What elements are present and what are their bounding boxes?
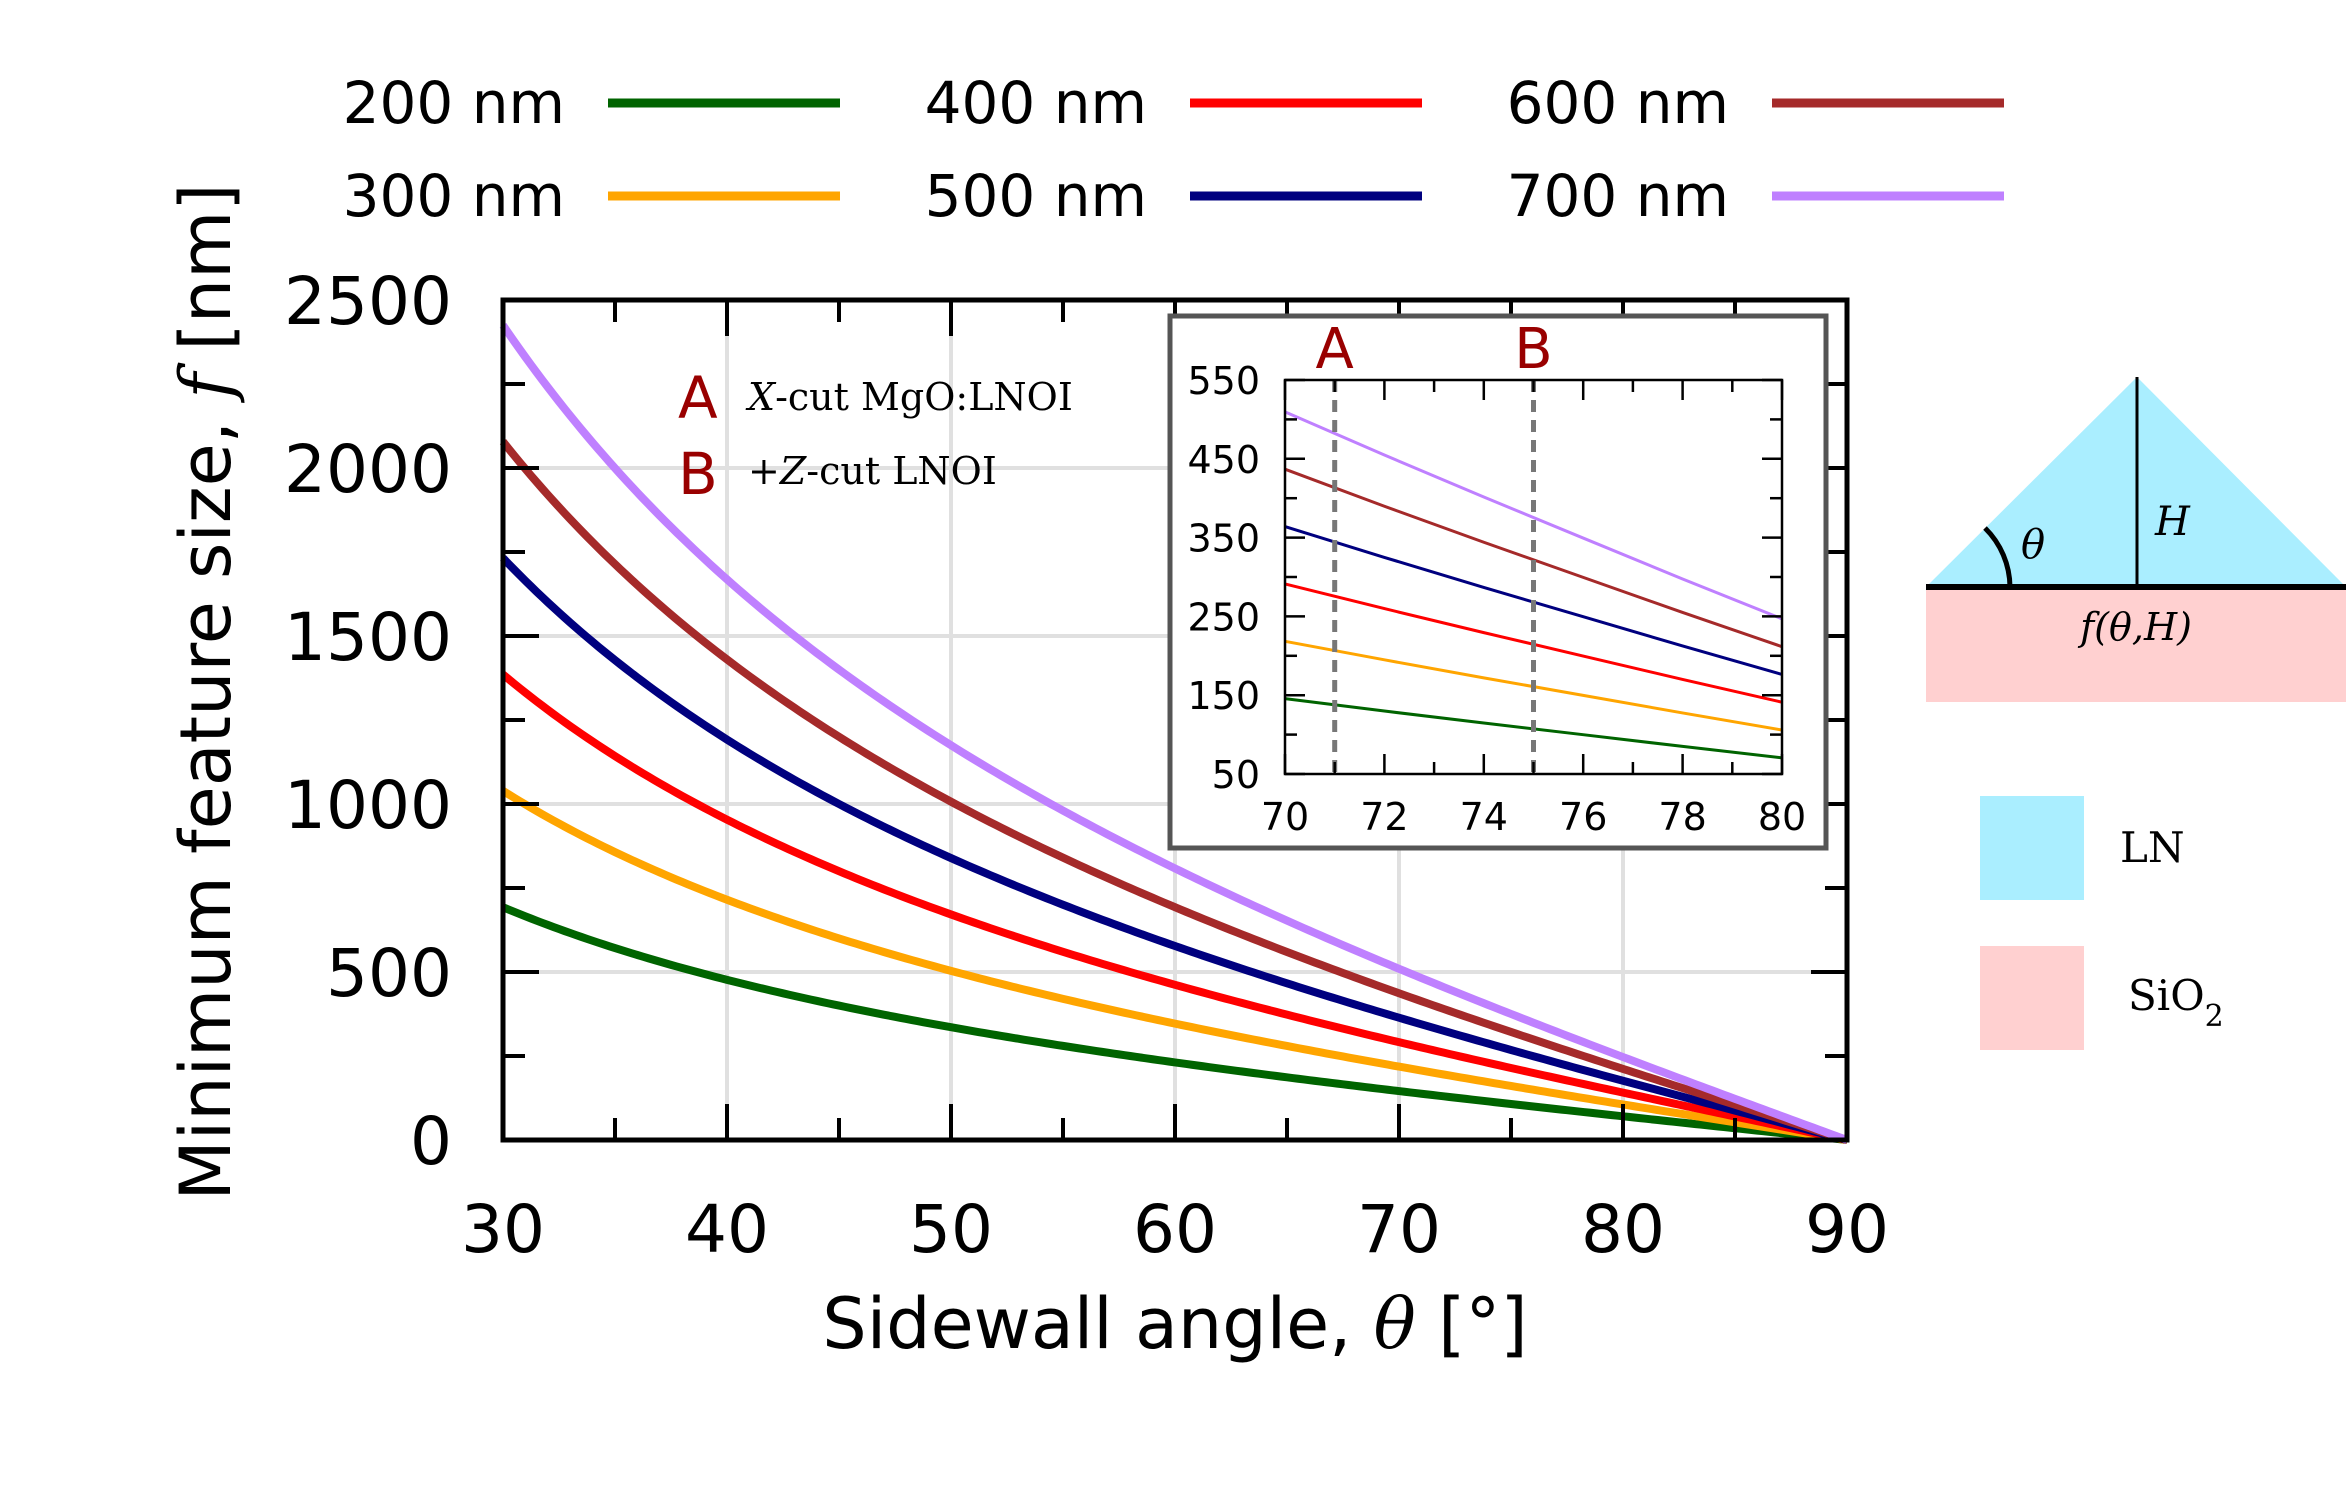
annotation-b: B +Z-cut LNOI: [678, 440, 997, 508]
inset-box: [1167, 313, 1829, 851]
main-ticks: [501, 298, 1849, 1142]
annotation-a-text: X-cut MgO:LNOI: [745, 375, 1073, 419]
annotation-a-rest: -cut MgO:LNOI: [775, 375, 1073, 419]
annotation-a-letter: A: [678, 364, 718, 432]
legend-label-600nm: 600 nm: [1507, 69, 1729, 137]
annotation-a-italic: X: [745, 375, 777, 419]
legend-label-400nm: 400 nm: [925, 69, 1147, 137]
x-tick-label: 70: [1357, 1191, 1441, 1268]
height-label: H: [2154, 499, 2191, 545]
x-axis-label: Sidewall angle, θ [°]: [822, 1283, 1527, 1365]
inset-x-tick-label: 76: [1559, 795, 1607, 839]
y-tick-label: 2500: [284, 263, 452, 340]
series-line-400nm: [500, 671, 1848, 1144]
sio2-substrate: [1926, 587, 2346, 702]
x-tick-label: 90: [1805, 1191, 1889, 1268]
inset-tick-labels: 70 72 74 76 78 80 50 150 250 350 450 550: [1187, 359, 1806, 839]
legend-label-300nm: 300 nm: [343, 162, 565, 230]
sio2-legend-swatch: [1980, 946, 2084, 1050]
angle-arc: [1983, 526, 2013, 588]
inset-x-tick-label: 72: [1360, 795, 1408, 839]
x-tick-label: 40: [685, 1191, 769, 1268]
y-axis-label-unit: [nm]: [165, 183, 247, 372]
main-tick-labels: 30 40 50 60 70 80 90 0 500 1000 1500 2000 2500: [284, 263, 1889, 1268]
theta-label: θ: [2021, 522, 2045, 568]
x-axis-label-symbol: θ: [1374, 1283, 1416, 1365]
inset-x-tick-label: 78: [1658, 795, 1706, 839]
x-tick-label: 60: [1133, 1191, 1217, 1268]
sio2-legend-base: SiO: [2128, 971, 2205, 1020]
y-tick-label: 2000: [284, 431, 452, 508]
annotation-b-text: +Z-cut LNOI: [748, 449, 997, 493]
series-line-700nm: [499, 322, 1849, 1144]
series-line-500nm: [500, 555, 1849, 1144]
inset-ticks: [1283, 378, 1784, 776]
y-axis-label-prefix: Minimum feature size,: [165, 399, 247, 1201]
structure-diagram: θ H f(θ,H) LN SiO2: [1926, 377, 2346, 1050]
inset-y-tick-label: 450: [1187, 438, 1260, 482]
inset-y-tick-label: 50: [1212, 753, 1260, 797]
y-tick-label: 500: [326, 935, 452, 1012]
inset-vline-label-B: B: [1514, 317, 1552, 382]
inset-y-tick-label: 350: [1187, 517, 1260, 561]
legend-label-500nm: 500 nm: [925, 162, 1147, 230]
inset-vline-label-A: A: [1316, 317, 1354, 382]
main-series: [499, 322, 1849, 1144]
x-tick-label: 30: [461, 1191, 545, 1268]
x-axis-label-unit: [°]: [1416, 1283, 1528, 1365]
inset-x-tick-label: 70: [1261, 795, 1309, 839]
inset-series-line-700nm: [1284, 410, 1783, 621]
x-axis-label-prefix: Sidewall angle,: [822, 1283, 1373, 1365]
x-tick-label: 80: [1581, 1191, 1665, 1268]
y-axis-label: Minimum feature size, f [nm]: [165, 183, 247, 1200]
annotation-b-italic: +Z: [748, 449, 807, 493]
ln-legend-label: LN: [2120, 823, 2185, 872]
y-tick-label: 0: [410, 1103, 452, 1180]
inset-y-tick-label: 550: [1187, 359, 1260, 403]
inset-series-line-600nm: [1284, 467, 1783, 649]
annotation-b-letter: B: [678, 440, 718, 508]
sio2-legend-label: SiO2: [2128, 971, 2224, 1034]
series-line-600nm: [499, 439, 1849, 1144]
inset-x-tick-label: 80: [1758, 795, 1806, 839]
y-tick-label: 1500: [284, 599, 452, 676]
legend: 200 nm 400 nm 600 nm 300 nm 500 nm 700 nm: [343, 69, 2004, 230]
width-label: f(θ,H): [2077, 605, 2192, 649]
x-tick-label: 50: [909, 1191, 993, 1268]
sio2-legend-subscript: 2: [2205, 999, 2224, 1034]
annotation-a: A X-cut MgO:LNOI: [678, 364, 1073, 432]
inset-x-tick-label: 74: [1460, 795, 1508, 839]
ln-legend-swatch: [1980, 796, 2084, 900]
inset-y-tick-label: 250: [1187, 595, 1260, 639]
inset-y-tick-label: 150: [1187, 674, 1260, 718]
annotation-b-rest: -cut LNOI: [806, 449, 997, 493]
legend-label-700nm: 700 nm: [1507, 162, 1729, 230]
y-tick-label: 1000: [284, 767, 452, 844]
legend-label-200nm: 200 nm: [343, 69, 565, 137]
